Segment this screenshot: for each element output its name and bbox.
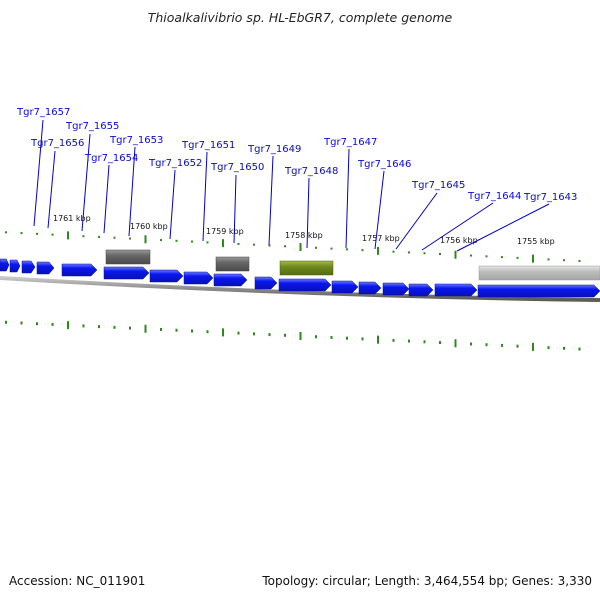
scale-label: 1756 kbp — [440, 236, 478, 245]
gene-label[interactable]: Tgr7_1647 — [323, 137, 377, 148]
cds-arrow[interactable] — [213, 273, 248, 287]
rna-feature[interactable] — [215, 256, 250, 272]
scale-label: 1757 kbp — [362, 234, 400, 243]
label-leader-line — [395, 192, 438, 250]
cds-arrow[interactable] — [254, 276, 278, 290]
gene-label[interactable]: Tgr7_1646 — [357, 159, 411, 170]
gene-label[interactable]: Tgr7_1648 — [284, 166, 338, 177]
cds-arrow[interactable] — [434, 283, 478, 297]
pseudo-feature[interactable] — [478, 265, 600, 281]
cds-arrow[interactable] — [183, 271, 214, 285]
scale-label: 1759 kbp — [206, 227, 244, 236]
scale-label: 1755 kbp — [517, 237, 555, 246]
label-leader-line — [47, 150, 56, 229]
label-leader-line — [421, 202, 494, 251]
gene-label[interactable]: Tgr7_1643 — [523, 192, 577, 203]
cds-arrow[interactable] — [408, 283, 434, 297]
genome-summary: Topology: circular; Length: 3,464,554 bp… — [262, 574, 592, 588]
gene-label[interactable]: Tgr7_1653 — [109, 135, 163, 146]
genome-title: Thioalkalivibrio sp. HL-EbGR7, complete … — [147, 10, 453, 25]
scale-label: 1760 kbp — [130, 222, 168, 231]
label-leader-lines — [33, 119, 550, 252]
label-leader-line — [456, 203, 550, 252]
label-leader-line — [202, 151, 208, 242]
cds-arrow[interactable] — [61, 263, 98, 277]
gene-features — [0, 249, 600, 298]
gene-label[interactable]: Tgr7_1644 — [467, 191, 521, 202]
gene-label[interactable]: Tgr7_1650 — [210, 162, 264, 173]
inner-scale-ticks — [5, 320, 581, 351]
label-leader-line — [81, 133, 91, 232]
gene-label[interactable]: Tgr7_1649 — [247, 144, 301, 155]
accession-label: Accession: NC_011901 — [9, 574, 146, 588]
cds-arrow[interactable] — [149, 269, 184, 283]
gene-label[interactable]: Tgr7_1657 — [16, 107, 70, 118]
label-leader-line — [169, 169, 176, 240]
rna-feature[interactable] — [279, 260, 334, 276]
scale-label: 1761 kbp — [53, 214, 91, 223]
label-leader-line — [268, 155, 274, 246]
cds-arrow[interactable] — [103, 266, 150, 280]
label-leader-line — [233, 174, 237, 244]
gene-label[interactable]: Tgr7_1651 — [181, 140, 235, 151]
outer-scale-ticks — [5, 231, 581, 263]
scale-labels: 1761 kbp 1760 kbp 1759 kbp 1758 kbp 1757 kbp… — [53, 214, 555, 246]
gene-label[interactable]: Tgr7_1654 — [84, 153, 138, 164]
cds-arrow[interactable] — [358, 281, 382, 295]
cds-arrow[interactable] — [477, 284, 600, 298]
cds-arrow[interactable] — [0, 258, 10, 272]
genome-backbone — [0, 276, 600, 302]
gene-label[interactable]: Tgr7_1656 — [30, 138, 84, 149]
label-leader-line — [128, 146, 136, 237]
label-leader-line — [33, 119, 44, 227]
label-leader-line — [374, 170, 385, 250]
cds-arrow[interactable] — [278, 278, 332, 292]
rna-feature[interactable] — [105, 249, 151, 265]
cds-arrow[interactable] — [21, 260, 36, 274]
gene-labels: Tgr7_1657 Tgr7_1656 Tgr7_1655 Tgr7_1654 Tgr7… — [16, 107, 577, 203]
gene-label[interactable]: Tgr7_1645 — [411, 180, 465, 191]
label-leader-line — [103, 164, 110, 234]
label-leader-line — [306, 177, 310, 249]
scale-label: 1758 kbp — [285, 231, 323, 240]
cds-arrow[interactable] — [9, 259, 21, 273]
cds-arrow[interactable] — [382, 282, 410, 296]
gene-label[interactable]: Tgr7_1655 — [65, 121, 119, 132]
cds-arrow[interactable] — [36, 261, 55, 275]
label-leader-line — [345, 148, 350, 249]
gene-label[interactable]: Tgr7_1652 — [148, 158, 202, 169]
cds-arrow[interactable] — [331, 280, 359, 294]
